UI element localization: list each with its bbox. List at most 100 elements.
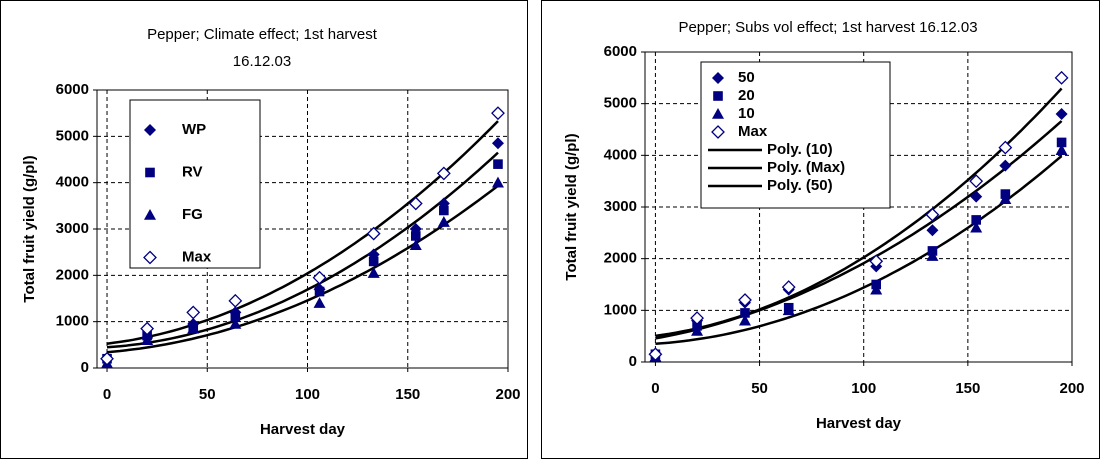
legend-label: 50 xyxy=(738,69,755,86)
point xyxy=(738,314,751,326)
y-tick-label: 3000 xyxy=(56,220,89,237)
point xyxy=(186,305,201,320)
trend-line xyxy=(106,184,499,354)
point xyxy=(368,256,379,267)
point xyxy=(436,166,451,181)
legend-label: Poly. (Max) xyxy=(767,159,845,176)
point xyxy=(926,224,939,237)
x-axis-label: Harvest day xyxy=(260,421,346,438)
point xyxy=(367,267,380,278)
legend-label: WP xyxy=(182,121,206,138)
x-tick-label: 100 xyxy=(295,386,320,403)
y-tick-label: 3000 xyxy=(604,198,637,215)
legend-label: Max xyxy=(738,123,768,140)
point xyxy=(100,351,114,366)
point xyxy=(314,286,325,297)
legend-label: RV xyxy=(182,163,203,180)
legend-marker xyxy=(712,72,724,84)
point xyxy=(870,283,883,295)
y-tick-label: 4000 xyxy=(604,146,637,163)
x-axis-label: Harvest day xyxy=(816,415,902,432)
x-tick-label: 200 xyxy=(1059,380,1084,397)
point xyxy=(738,293,752,307)
point xyxy=(228,293,243,308)
x-tick-label: 150 xyxy=(395,386,420,403)
y-tick-label: 0 xyxy=(81,359,89,376)
legend-label: 20 xyxy=(738,87,755,104)
legend-marker xyxy=(712,108,724,119)
y-tick-label: 5000 xyxy=(56,127,89,144)
x-tick-label: 100 xyxy=(851,380,876,397)
y-tick-label: 1000 xyxy=(604,301,637,318)
legend-label: FG xyxy=(182,206,203,223)
point xyxy=(140,321,155,336)
point xyxy=(969,174,984,189)
point xyxy=(999,159,1012,172)
y-tick-label: 5000 xyxy=(604,95,637,112)
point xyxy=(491,176,504,188)
point xyxy=(141,334,154,345)
point xyxy=(491,106,505,121)
point xyxy=(971,215,981,225)
point xyxy=(1056,137,1067,148)
x-tick-label: 0 xyxy=(103,386,111,403)
y-tick-label: 0 xyxy=(629,353,637,370)
point xyxy=(782,304,795,316)
point xyxy=(410,231,421,241)
point xyxy=(409,239,422,251)
y-tick-label: 1000 xyxy=(56,313,89,330)
x-tick-label: 50 xyxy=(751,380,768,397)
y-tick-label: 2000 xyxy=(604,250,637,267)
legend-marker xyxy=(145,167,155,178)
point xyxy=(648,347,663,362)
legend-label: Poly. (50) xyxy=(767,177,833,194)
x-tick-label: 50 xyxy=(199,386,216,403)
y-tick-label: 6000 xyxy=(604,43,637,60)
point xyxy=(999,193,1012,205)
point xyxy=(740,308,750,318)
point xyxy=(1054,70,1069,85)
point xyxy=(437,216,450,227)
point xyxy=(493,159,503,169)
legend-marker xyxy=(144,209,156,220)
point xyxy=(312,270,327,285)
legend-marker xyxy=(711,125,725,139)
y-tick-label: 6000 xyxy=(56,81,89,98)
point xyxy=(998,140,1013,155)
point xyxy=(230,312,241,322)
legend-marker xyxy=(144,124,156,136)
legend-label: Max xyxy=(182,248,212,265)
point xyxy=(691,325,704,336)
x-tick-label: 0 xyxy=(651,380,659,397)
point xyxy=(408,196,423,211)
x-tick-label: 150 xyxy=(955,380,980,397)
y-tick-label: 2000 xyxy=(56,266,89,283)
point xyxy=(781,280,796,295)
trend-line xyxy=(106,151,499,349)
point xyxy=(1055,144,1068,155)
point xyxy=(229,317,242,329)
point xyxy=(869,254,884,269)
point xyxy=(313,297,326,308)
legend-label: 10 xyxy=(738,105,755,122)
x-tick-label: 200 xyxy=(495,386,520,403)
point xyxy=(925,207,940,222)
point xyxy=(970,190,983,203)
point xyxy=(439,205,449,216)
trend-line xyxy=(655,155,1063,346)
chart-title: Pepper; Subs vol effect; 1st harvest 16.… xyxy=(678,19,977,36)
y-axis-label: Total fruit yield (g/pl) xyxy=(563,133,580,280)
point xyxy=(366,226,381,241)
legend-marker xyxy=(713,91,723,101)
y-tick-label: 4000 xyxy=(56,174,89,191)
chart-title: Pepper; Climate effect; 1st harvest xyxy=(147,26,378,43)
point xyxy=(1055,108,1068,120)
legend-label: Poly. (10) xyxy=(767,141,833,158)
point xyxy=(187,322,200,334)
trend-line xyxy=(106,120,499,345)
trend-line xyxy=(655,120,1063,340)
point xyxy=(491,137,504,150)
y-axis-label: Total fruit yield (g/pl) xyxy=(21,155,38,302)
point xyxy=(970,221,983,233)
